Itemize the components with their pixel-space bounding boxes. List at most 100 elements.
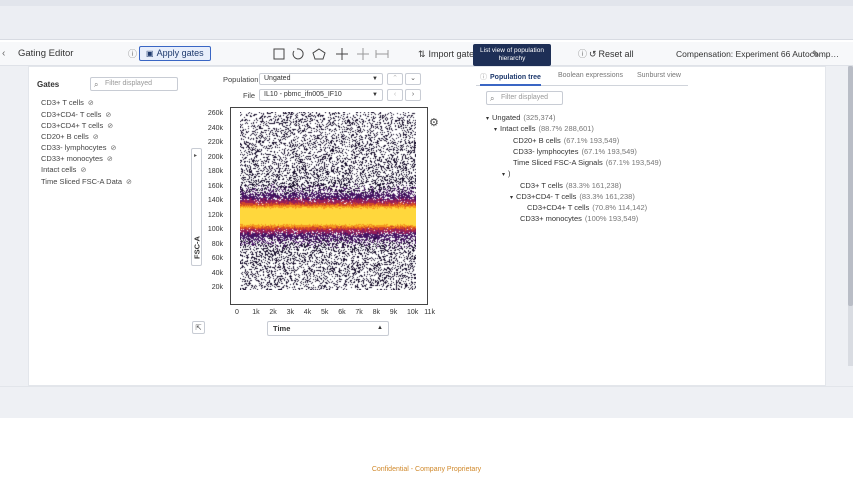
y-tick-label: 140k <box>207 197 223 204</box>
tree-node-stat: (70.8% 114,142) <box>592 203 648 212</box>
density-plot[interactable] <box>240 112 416 290</box>
file-select[interactable]: IL10 - pbmc_ifn005_IF10 ▼ <box>259 89 383 101</box>
y-axis-selector[interactable]: ▸ FSC-A <box>191 148 202 266</box>
x-tick-label: 0 <box>235 309 239 316</box>
file-value: IL10 - pbmc_ifn005_IF10 <box>264 91 342 98</box>
gate-item[interactable]: Intact cells ⊘ <box>41 165 86 174</box>
save-icon: ▣ <box>146 49 154 58</box>
chevron-left-icon[interactable]: ‹ <box>2 48 6 59</box>
eye-hidden-icon[interactable]: ⊘ <box>80 167 87 174</box>
eye-hidden-icon[interactable]: ⊘ <box>87 100 94 107</box>
gate-item-label: CD20+ B cells <box>41 132 89 141</box>
tree-node-stat: (67.1% 193,549) <box>581 147 637 156</box>
gate-item[interactable]: CD33+ monocytes ⊘ <box>41 154 113 163</box>
population-select[interactable]: Ungated ▼ <box>259 73 383 85</box>
split-gate-icon[interactable] <box>357 48 369 60</box>
tooltip: List view of population hierarchy <box>473 44 551 70</box>
gate-item[interactable]: CD3+CD4- T cells ⊘ <box>41 110 111 119</box>
swap-axes-icon[interactable]: ⇱ <box>192 321 205 334</box>
tree-node-stat: (88.7% 288,601) <box>538 124 594 133</box>
expand-toggle-icon[interactable]: ▾ <box>502 172 506 178</box>
tab-population-tree[interactable]: ⓘ Population tree <box>480 72 541 86</box>
gate-item[interactable]: CD3+ T cells ⊘ <box>41 98 94 107</box>
rectangle-gate-icon[interactable] <box>273 48 285 60</box>
tree-node-label: CD3+CD4+ T cells <box>527 203 590 212</box>
y-tick-label: 100k <box>207 226 223 233</box>
undo-icon: ↺ <box>589 49 597 59</box>
scrollbar[interactable] <box>848 66 853 366</box>
tree-node-stat: (83.3% 161,238) <box>565 181 622 190</box>
population-up-button[interactable]: ⌃ <box>387 73 403 85</box>
eye-hidden-icon[interactable]: ⊘ <box>110 145 117 152</box>
expand-toggle-icon[interactable]: ▾ <box>486 116 490 122</box>
tree-node-stat: (100% 193,549) <box>584 214 639 223</box>
x-tick-label: 10k <box>407 309 419 316</box>
tree-node[interactable]: ▾ Ungated (325,374) <box>486 113 555 122</box>
x-tick-label: 4k <box>303 309 312 316</box>
file-next-button[interactable]: › <box>405 89 421 101</box>
info-icon[interactable]: ⓘ <box>128 49 138 59</box>
gate-item-label: Intact cells <box>41 165 77 174</box>
polygon-gate-icon[interactable] <box>312 48 326 60</box>
import-gates-button[interactable]: ⇅ Import gates <box>418 42 479 66</box>
gate-item-label: CD3+ T cells <box>41 98 84 107</box>
reset-all-button[interactable]: ↺ Reset all <box>589 42 634 66</box>
caret-down-icon-2: ▼ <box>372 92 378 98</box>
x-tick-label: 1k <box>252 309 260 316</box>
tree-node[interactable]: ▾ CD3+CD4- T cells (83.3% 161,238) <box>510 192 635 201</box>
gating-toolbar: ‹ Gating Editor ⓘ ▣ Apply gates ⇅ Import g… <box>0 42 853 66</box>
tree-node[interactable]: CD20+ B cells (67.1% 193,549) <box>510 136 619 145</box>
tooltip-line2: hierarchy <box>498 55 526 62</box>
gear-icon[interactable]: ⚙ <box>429 117 439 129</box>
quadrant-gate-icon[interactable] <box>336 48 348 60</box>
tree-node-label: CD33+ monocytes <box>520 214 582 223</box>
gates-filter-placeholder: Filter displayed <box>105 80 153 87</box>
tree-node-label: CD20+ B cells <box>513 136 561 145</box>
expand-toggle-icon[interactable]: ▾ <box>494 127 498 133</box>
tree-node[interactable]: Time Sliced FSC-A Signals (67.1% 193,549) <box>510 158 661 167</box>
gate-item-label: CD3+CD4- T cells <box>41 110 102 119</box>
gate-item[interactable]: CD33- lymphocytes ⊘ <box>41 143 116 152</box>
ellipse-gate-icon[interactable] <box>292 48 304 60</box>
tree-node[interactable]: ▾) <box>502 169 514 178</box>
expand-toggle-icon[interactable]: ▾ <box>510 195 514 201</box>
eye-hidden-icon[interactable]: ⊘ <box>106 156 113 163</box>
apply-gates-label: Apply gates <box>156 48 204 58</box>
page-title: Gating Editor <box>18 48 74 59</box>
x-tick-label: 2k <box>269 309 277 316</box>
eye-hidden-icon[interactable]: ⊘ <box>105 112 112 119</box>
gate-item[interactable]: Time Sliced FSC-A Data ⊘ <box>41 177 132 186</box>
eye-hidden-icon[interactable]: ⊘ <box>107 123 114 130</box>
tree-node[interactable]: CD33+ monocytes (100% 193,549) <box>517 214 638 223</box>
y-tick-label: 240k <box>207 124 223 132</box>
header-fade <box>0 0 853 6</box>
eye-hidden-icon[interactable]: ⊘ <box>92 134 99 141</box>
tab-boolean-expressions[interactable]: Boolean expressions <box>558 72 623 79</box>
apply-gates-button[interactable]: ▣ Apply gates <box>139 46 211 61</box>
tab-population-tree-label: Population tree <box>490 74 541 81</box>
scrollbar-thumb[interactable] <box>848 66 853 306</box>
tree-filter-placeholder: Filter displayed <box>501 94 549 101</box>
tree-node[interactable]: CD3+CD4+ T cells (70.8% 114,142) <box>524 203 647 212</box>
y-tick-label: 60k <box>211 255 223 262</box>
x-axis-selector[interactable]: Time ▲ <box>267 321 389 336</box>
tree-node-stat: (67.1% 193,549) <box>563 136 620 145</box>
tree-node[interactable]: CD3+ T cells (83.3% 161,238) <box>517 181 621 190</box>
tree-node[interactable]: ▾ Intact cells (88.7% 288,601) <box>494 124 594 133</box>
gates-filter-input[interactable]: ⌕ Filter displayed <box>90 77 178 91</box>
file-prev-button[interactable]: ‹ <box>387 89 403 101</box>
gate-item[interactable]: CD20+ B cells ⊘ <box>41 132 99 141</box>
x-tick-label: 9k <box>389 309 398 316</box>
range-gate-icon[interactable] <box>375 50 389 58</box>
eye-hidden-icon[interactable]: ⊘ <box>126 179 132 186</box>
plot-frame <box>230 107 428 305</box>
gate-item[interactable]: CD3+CD4+ T cells ⊘ <box>41 121 113 130</box>
tree-node[interactable]: CD33- lymphocytes (67.1% 193,549) <box>510 147 637 156</box>
population-down-button[interactable]: ⌄ <box>405 73 421 85</box>
compensation-selector[interactable]: Compensation: Experiment 66 Autocomp… <box>676 49 840 59</box>
y-tick-label: 200k <box>207 153 223 161</box>
tree-filter-input[interactable]: ⌕ Filter displayed <box>486 91 563 105</box>
tab-sunburst-view[interactable]: Sunburst view <box>637 72 681 79</box>
info-icon-2[interactable]: ⓘ <box>578 49 588 59</box>
edit-icon[interactable]: ✎ <box>812 49 820 59</box>
